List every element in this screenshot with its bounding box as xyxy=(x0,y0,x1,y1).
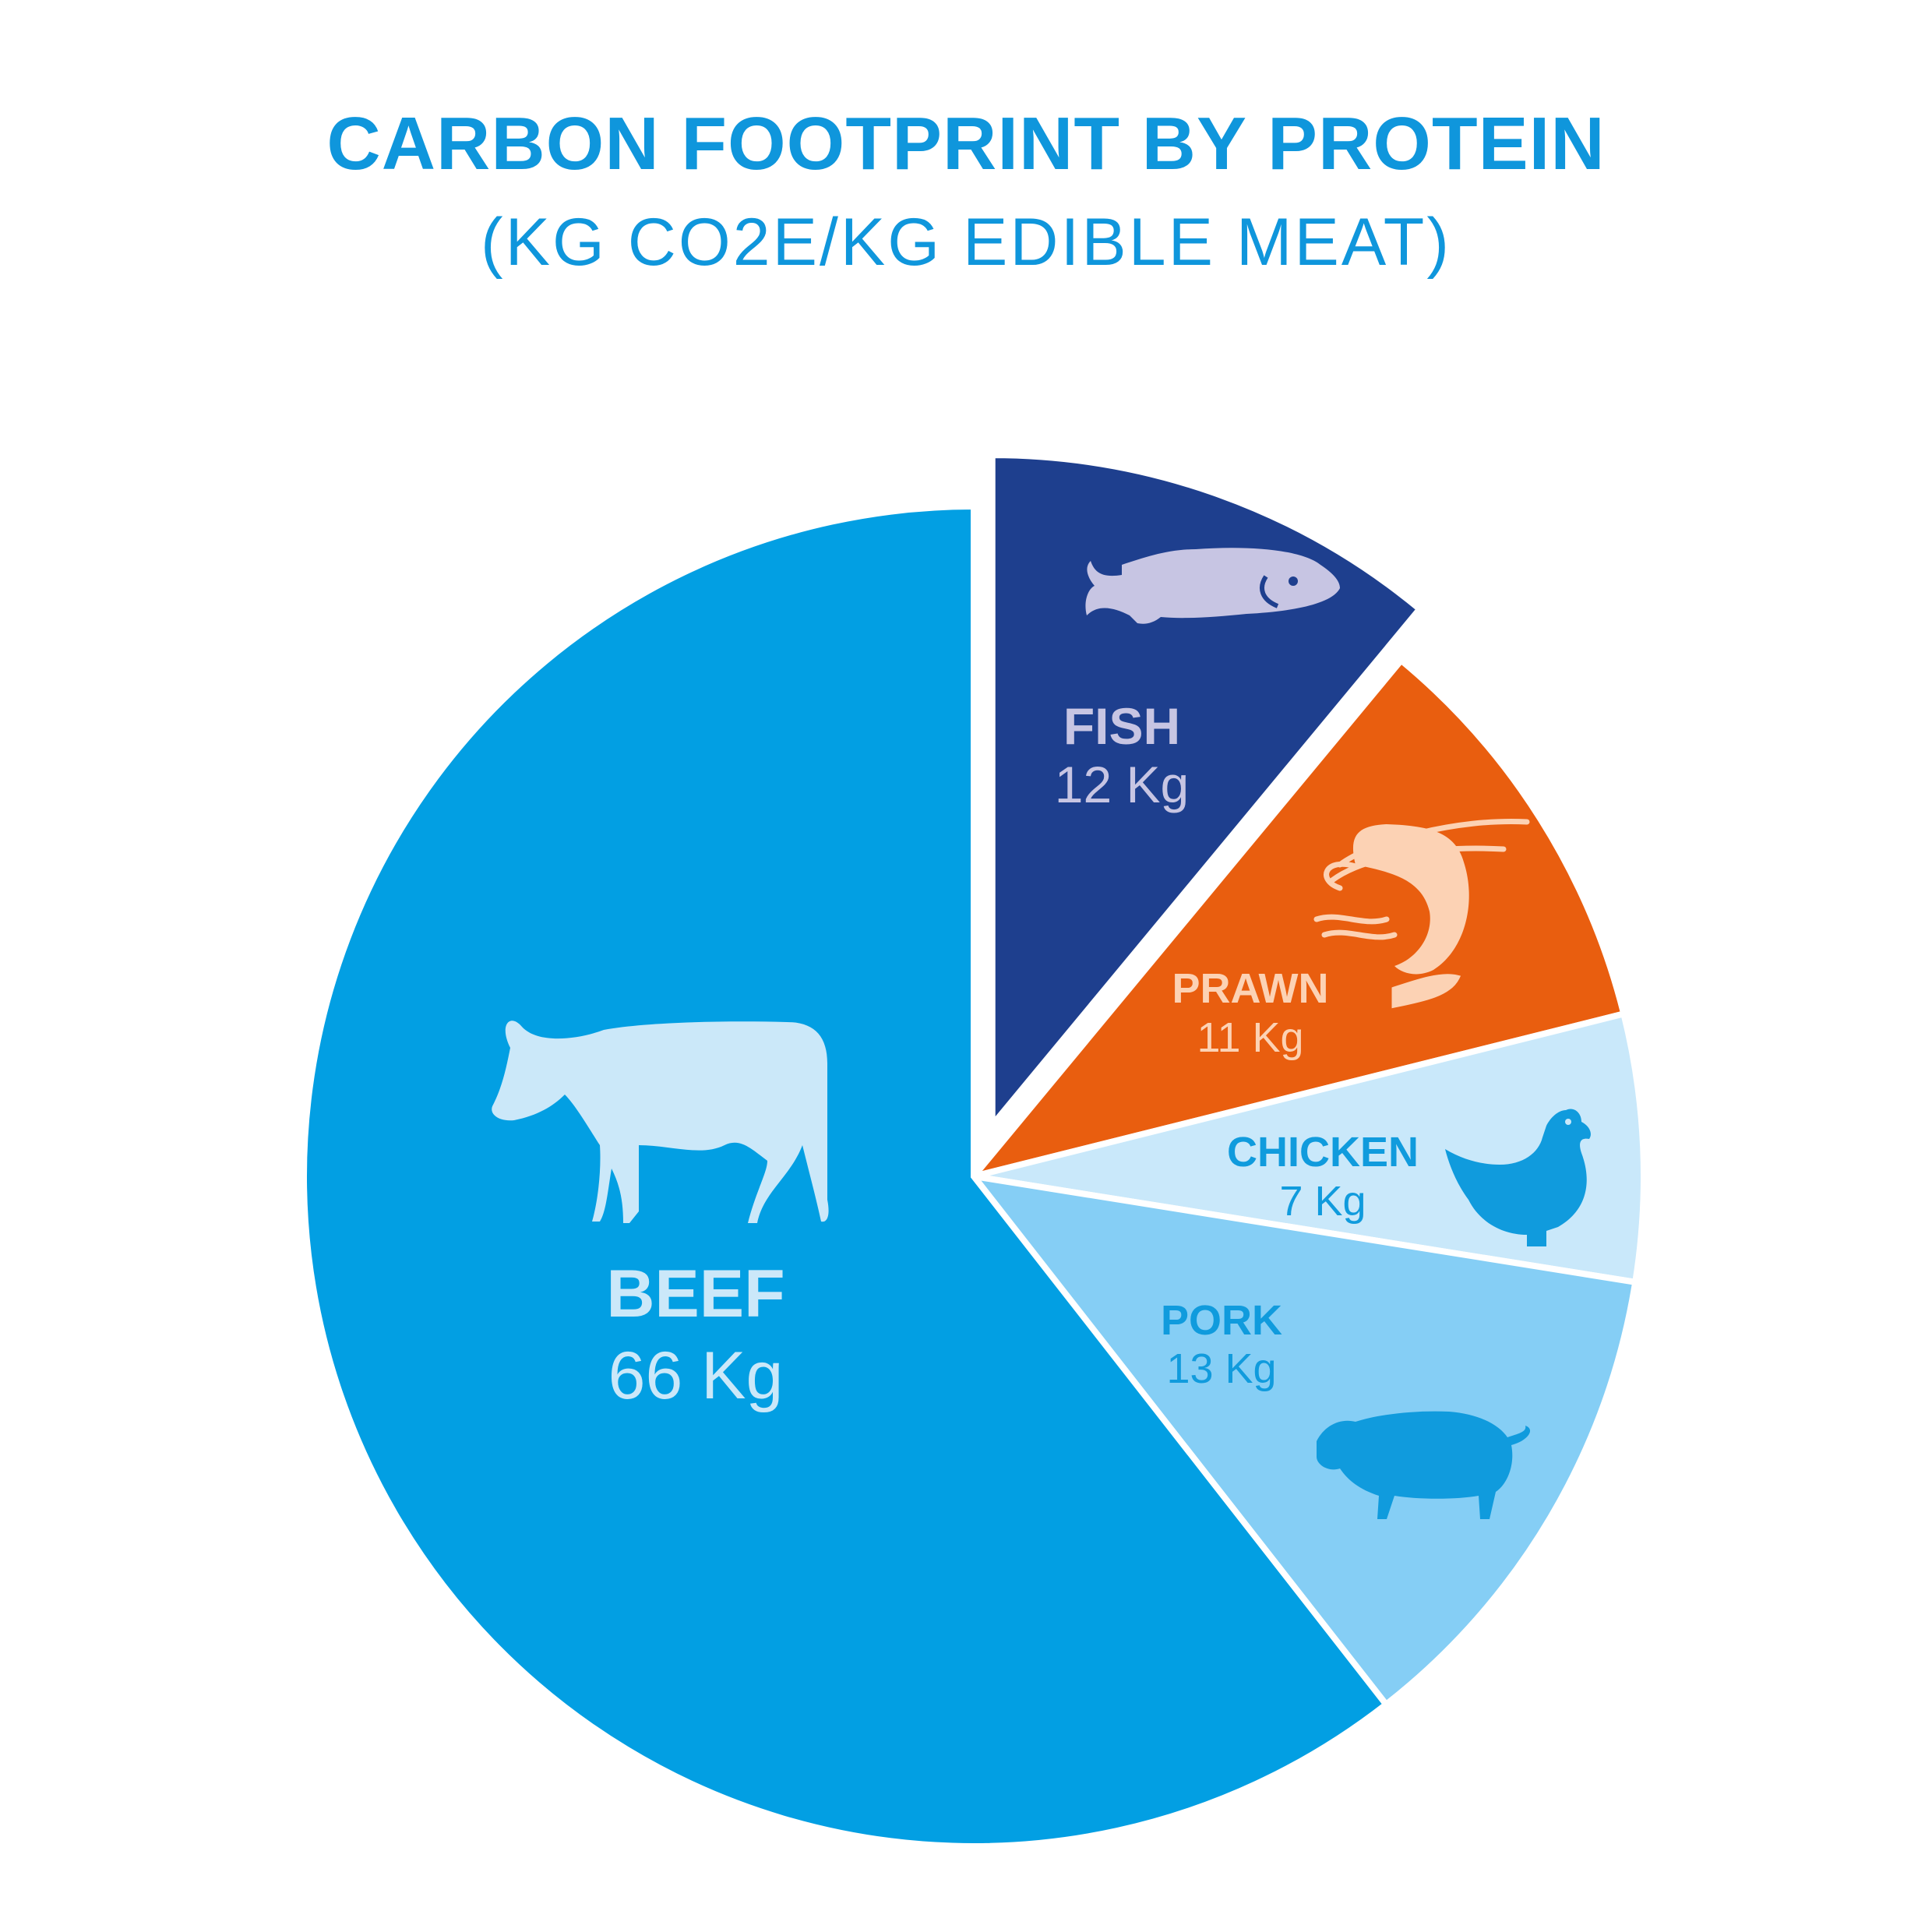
pig-icon xyxy=(1317,1411,1531,1519)
fish-icon xyxy=(1085,548,1340,624)
chart-subtitle: (KG CO2E/KG EDIBLE MEAT) xyxy=(481,205,1451,280)
slice-value-prawn: 11 Kg xyxy=(1197,1014,1303,1061)
chicken-icon xyxy=(1445,1109,1591,1246)
pie-slice-pork xyxy=(966,1172,1639,1709)
pie-slice-chicken xyxy=(973,1010,1647,1286)
chart-title: CARBON FOOTPRINT BY PROTEIN xyxy=(326,102,1606,185)
slice-value-fish: 12 Kg xyxy=(1055,756,1189,813)
cow-icon xyxy=(492,1021,829,1223)
pie-slice-fish xyxy=(989,452,1424,1134)
pie-slice-beef xyxy=(301,502,1391,1849)
slice-label-chicken: CHICKEN xyxy=(1227,1129,1419,1176)
slice-label-pork: PORK xyxy=(1161,1297,1282,1344)
slice-value-pork: 13 Kg xyxy=(1166,1345,1276,1392)
pie-slice-prawn xyxy=(965,656,1628,1182)
pie-slices xyxy=(301,452,1647,1849)
slice-label-fish: FISH xyxy=(1063,697,1180,755)
prawn-icon xyxy=(1313,818,1530,1009)
slice-value-beef: 66 Kg xyxy=(608,1338,784,1413)
slice-label-beef: BEEF xyxy=(606,1257,784,1331)
slice-label-prawn: PRAWN xyxy=(1172,965,1329,1012)
slice-value-chicken: 7 Kg xyxy=(1279,1178,1366,1225)
